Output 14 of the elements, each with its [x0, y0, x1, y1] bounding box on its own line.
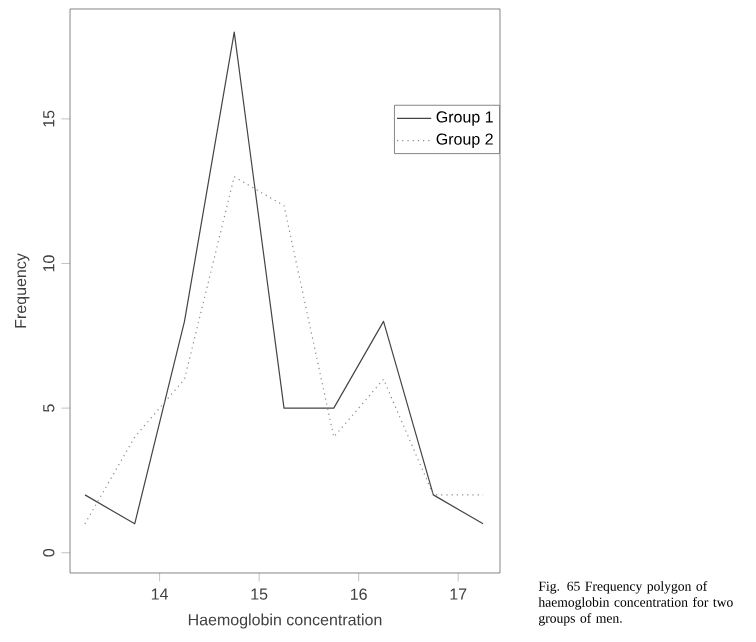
y-axis-title: Frequency: [15, 253, 30, 328]
y-tick-label: 0: [43, 548, 55, 557]
legend-label: Group 1: [436, 111, 493, 126]
y-tick-label: 5: [43, 404, 55, 412]
legend-label: Group 2: [436, 133, 493, 148]
line-series: [84, 176, 484, 525]
x-tick-label: 17: [450, 588, 467, 600]
line-series: [84, 31, 484, 525]
x-tick-label: 14: [151, 588, 169, 600]
x-tick-label: 15: [251, 588, 268, 600]
y-tick-label: 15: [43, 110, 55, 127]
y-tick-label: 10: [43, 255, 55, 272]
x-tick-label: 16: [350, 588, 367, 600]
x-axis-title: Haemoglobin concentration: [188, 613, 382, 629]
